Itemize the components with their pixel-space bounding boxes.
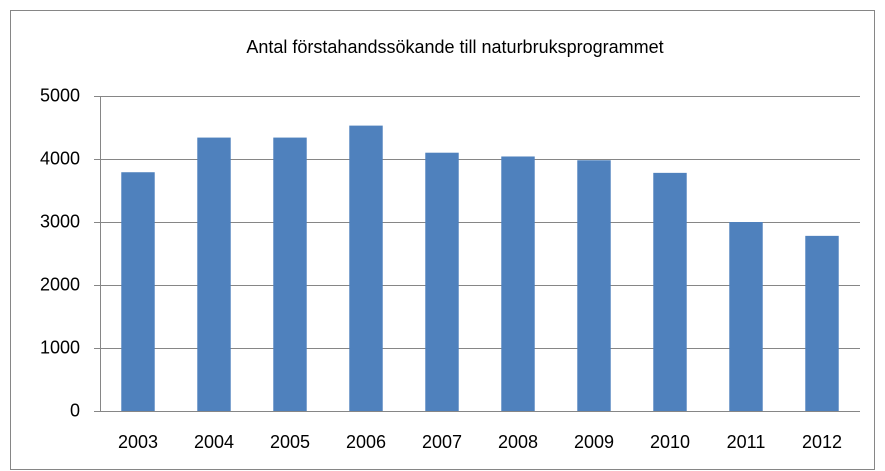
bar	[501, 156, 535, 411]
x-tick-label: 2006	[346, 432, 386, 452]
bar	[577, 160, 611, 411]
y-tick-label: 4000	[40, 148, 80, 168]
bar	[425, 152, 459, 411]
x-tick-label: 2011	[727, 432, 766, 452]
x-tick-label: 2008	[498, 432, 538, 452]
x-tick-label: 2007	[422, 432, 462, 452]
bar	[729, 222, 763, 411]
y-tick-label: 2000	[40, 274, 80, 294]
x-tick-label: 2004	[194, 432, 234, 452]
chart-title: Antal förstahandssökande till naturbruks…	[246, 37, 663, 57]
x-tick-label: 2009	[574, 432, 614, 452]
y-tick-label: 0	[70, 400, 80, 420]
bar	[653, 172, 687, 411]
y-tick-label: 1000	[40, 337, 80, 357]
x-tick-label: 2010	[650, 432, 690, 452]
x-tick-label: 2003	[118, 432, 158, 452]
y-tick-label: 5000	[40, 85, 80, 105]
bar	[273, 137, 307, 411]
bar	[805, 235, 839, 411]
bar	[349, 125, 383, 412]
bar	[121, 172, 155, 411]
y-tick-label: 3000	[40, 211, 80, 231]
x-tick-label: 2012	[802, 432, 842, 452]
x-tick-label: 2005	[270, 432, 310, 452]
bar	[197, 137, 231, 411]
